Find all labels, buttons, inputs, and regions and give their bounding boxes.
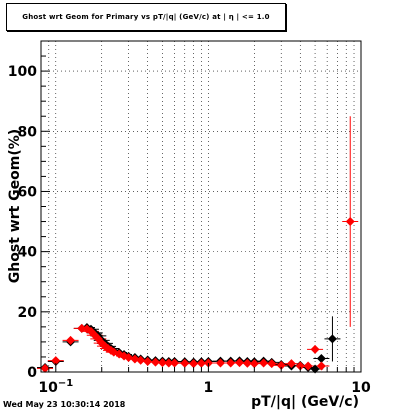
data-point (267, 359, 277, 369)
data-point (180, 358, 190, 368)
x-axis-title: pT/|q| (GeV/c) (251, 394, 359, 410)
data-point (310, 344, 320, 354)
data-point (345, 217, 355, 227)
date-stamp: Wed May 23 10:30:14 2018 (3, 400, 126, 409)
data-point (130, 354, 140, 364)
data-point (316, 361, 326, 371)
data-point (40, 363, 50, 373)
data-point (196, 358, 206, 368)
data-point (276, 360, 286, 370)
plot-frame (40, 40, 362, 373)
data-point (157, 358, 167, 368)
data-point (303, 361, 313, 371)
x-tick-label: 10−1 (38, 378, 73, 396)
data-point (226, 358, 236, 368)
y-tick-label: 0 (27, 365, 37, 381)
data-point (259, 358, 269, 368)
data-point (235, 358, 245, 368)
data-point (164, 358, 174, 368)
data-point (136, 355, 146, 365)
y-tick-label: 80 (18, 124, 38, 140)
data-point (150, 357, 160, 367)
data-point (316, 353, 326, 363)
data-point (143, 356, 153, 366)
y-tick-label: 20 (18, 305, 38, 321)
marker-layer (40, 217, 355, 374)
data-point (327, 334, 337, 344)
data-point (189, 359, 199, 369)
data-point (215, 358, 225, 368)
data-point (286, 359, 296, 369)
grid-layer (40, 41, 362, 372)
x-tick-label: 1 (204, 380, 214, 396)
data-point (249, 359, 259, 369)
error-bar-layer (37, 116, 359, 371)
data-point (124, 353, 134, 363)
data-point (242, 358, 252, 368)
y-axis-title: Ghost wrt Geom(%) (7, 129, 23, 283)
data-point (77, 323, 87, 333)
data-point (66, 335, 76, 345)
chart-title: Ghost wrt Geom for Primary vs pT/|q| (Ge… (6, 3, 286, 31)
data-point (295, 361, 305, 371)
x-tick-label: 10 (351, 380, 371, 396)
data-point (170, 358, 180, 368)
data-point (51, 356, 61, 366)
tick-layer (40, 40, 362, 373)
y-tick-label: 100 (8, 64, 37, 80)
y-tick-label: 60 (18, 184, 38, 200)
y-tick-label: 40 (18, 245, 38, 261)
data-point (203, 358, 213, 368)
